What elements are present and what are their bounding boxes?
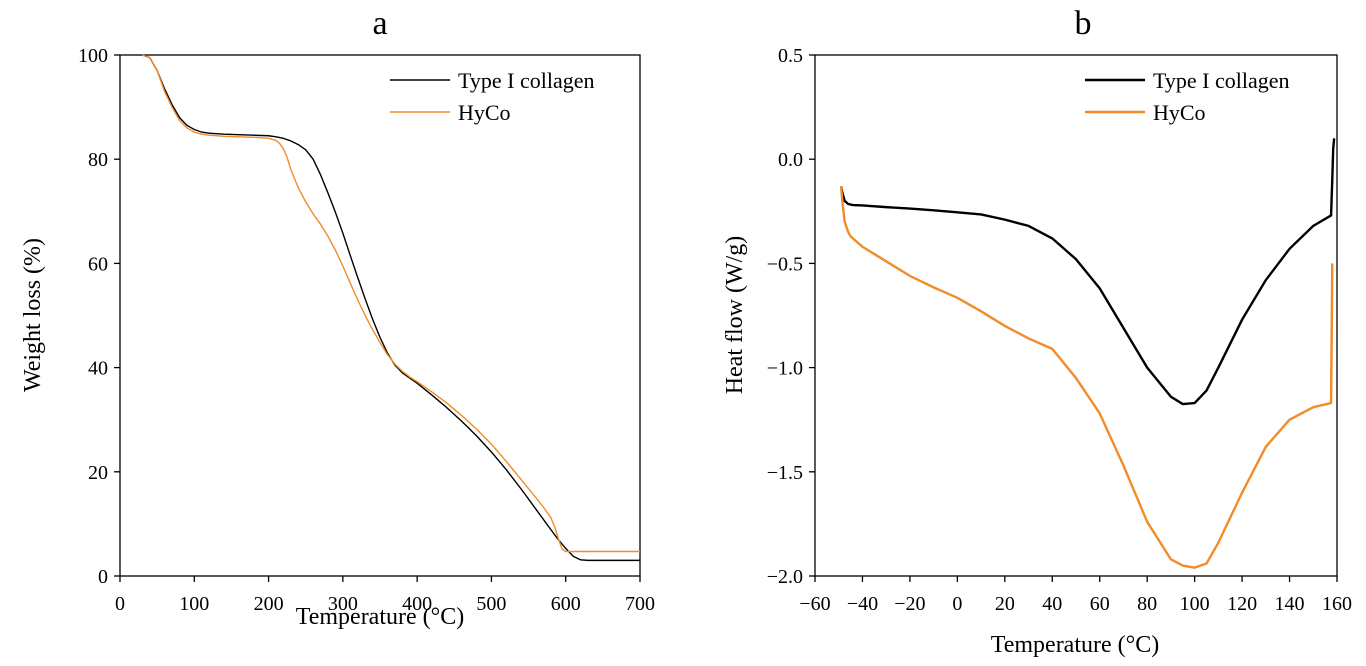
panel-a-x-tick-label: 700: [625, 593, 655, 615]
panel-b-x-tick-label: −20: [894, 593, 925, 615]
panel-a-x-axis-label: Temperature (°C): [296, 604, 465, 630]
panel-b-x-tick-label: 20: [995, 593, 1015, 615]
panel-a-x-tick-label: 300: [328, 593, 358, 615]
panel-a-x-tick-label: 500: [476, 593, 506, 615]
panel-b-x-tick-label: 60: [1090, 593, 1110, 615]
panel-b-legend-label: Type I collagen: [1153, 68, 1290, 93]
panel-b-series-line-hyco: [839, 186, 1334, 569]
panel-b-x-tick-label: 100: [1180, 593, 1210, 615]
panel-a-x-tick-label: 400: [402, 593, 432, 615]
panel-b-series-line-type-i-collagen: [839, 138, 1336, 406]
panel-b-x-tick-label: 0: [952, 593, 962, 615]
panel-a-legend-label: Type I collagen: [458, 68, 595, 93]
panel-b-y-tick-label: −1.5: [767, 462, 803, 484]
panel-b-y-tick-label: 0.0: [778, 149, 803, 171]
panel-b-x-tick-label: 40: [1042, 593, 1062, 615]
panel-a-x-tick-label: 600: [551, 593, 581, 615]
panel-a-y-tick-label: 60: [88, 253, 108, 275]
panel-b-x-tick-label: 120: [1227, 593, 1257, 615]
panel-a-label: a: [372, 5, 387, 42]
panel-b-y-tick-label: −2.0: [767, 566, 803, 588]
panel-b-legend-label: HyCo: [1153, 100, 1206, 125]
panel-a-y-tick-label: 80: [88, 149, 108, 171]
panel-b-x-tick-label: 140: [1275, 593, 1305, 615]
panel-a-x-tick-label: 100: [179, 593, 209, 615]
panel-a-x-tick-label: 200: [254, 593, 284, 615]
panel-a-x-tick-label: 0: [115, 593, 125, 615]
panel-b-y-axis-label: Heat flow (W/g): [722, 236, 748, 395]
panel-a-y-tick-label: 40: [88, 358, 108, 380]
panel-a-series-line-type-i-collagen: [142, 54, 640, 562]
panel-a-y-tick-label: 0: [98, 566, 108, 588]
panel-b-x-axis-label: Temperature (°C): [991, 632, 1160, 658]
panel-a-y-axis-label: Weight loss (%): [20, 238, 46, 392]
panel-a-chart: a 0 100 200 300 400 500 600 700 0 20 40 60 80 100 Typ…: [20, 5, 655, 630]
panel-a-plot-frame: [119, 54, 641, 577]
panel-b-chart: b −60 −40 −20 0 20 40 60 80 100 120 140 160 −2.0 −1.5…: [722, 5, 1352, 658]
panel-b-y-tick-label: −0.5: [767, 253, 803, 275]
panel-b-x-tick-label: −60: [799, 593, 830, 615]
panel-a-y-tick-label: 100: [78, 45, 108, 67]
panel-a-y-tick-label: 20: [88, 462, 108, 484]
panel-b-x-tick-label: 80: [1137, 593, 1157, 615]
panel-b-label: b: [1075, 5, 1092, 42]
panel-b-x-tick-label: 160: [1322, 593, 1352, 615]
panel-b-y-tick-label: −1.0: [767, 358, 803, 380]
panel-b-x-tick-label: −40: [847, 593, 878, 615]
panel-a-series-line-hyco: [142, 54, 640, 553]
panel-a-legend-label: HyCo: [458, 100, 511, 125]
panel-b-plot-frame: [814, 54, 1338, 577]
panel-b-y-tick-label: 0.5: [778, 45, 803, 67]
